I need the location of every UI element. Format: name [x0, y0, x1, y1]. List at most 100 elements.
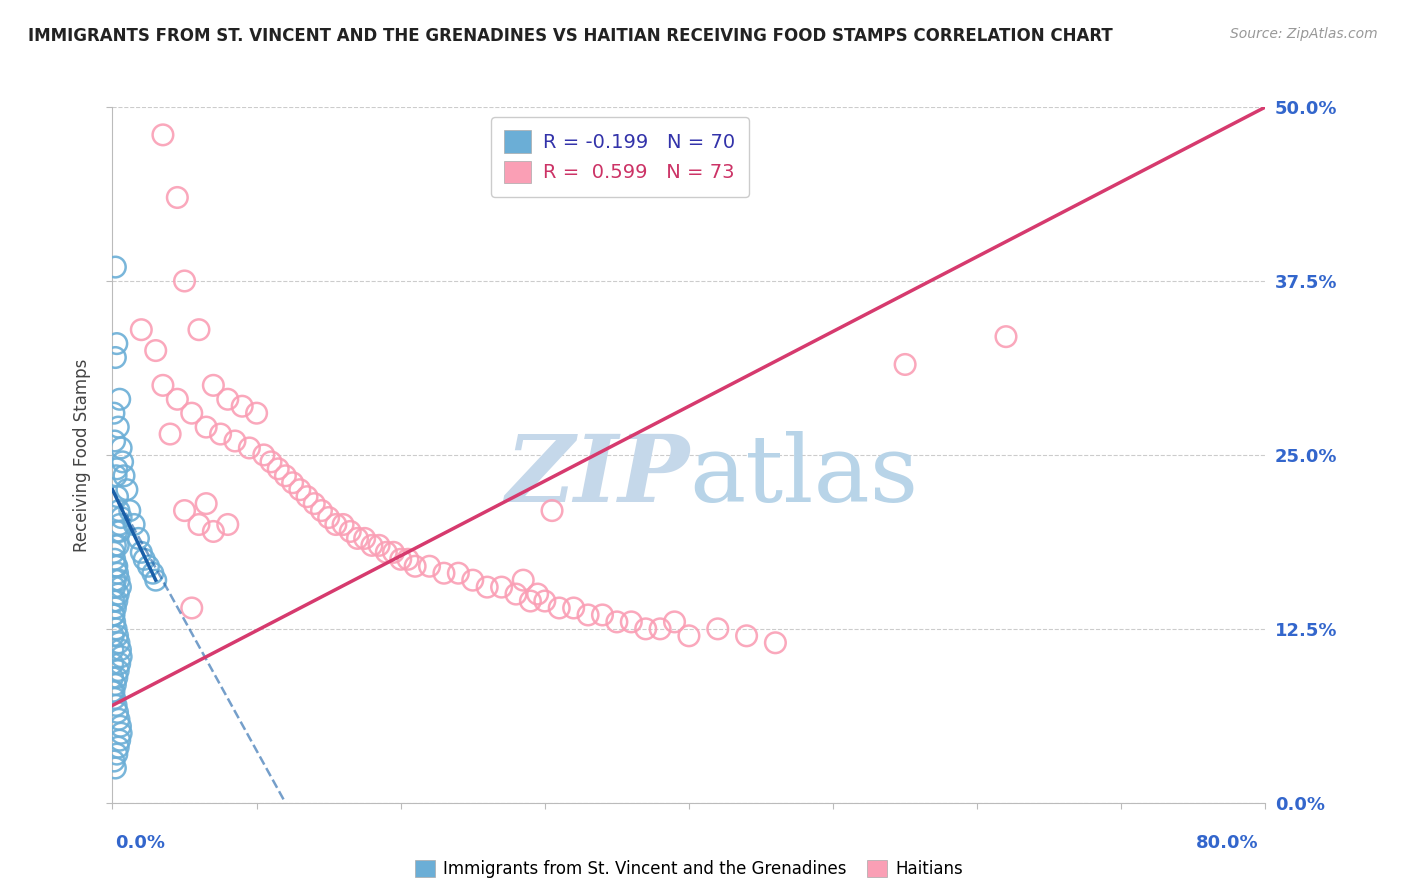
- Point: [526, 587, 548, 601]
- Point: [101, 642, 124, 657]
- Point: [360, 538, 382, 552]
- Point: [281, 475, 304, 490]
- Point: [110, 510, 132, 524]
- Point: [104, 573, 127, 587]
- Point: [104, 260, 127, 274]
- Text: 0.0%: 0.0%: [115, 834, 166, 852]
- Point: [231, 399, 253, 413]
- Point: [346, 532, 368, 546]
- Point: [576, 607, 599, 622]
- Point: [894, 358, 917, 372]
- Point: [112, 468, 135, 483]
- Point: [129, 323, 153, 337]
- Point: [152, 128, 174, 142]
- Point: [188, 517, 211, 532]
- Point: [104, 538, 127, 552]
- Point: [332, 517, 354, 532]
- Point: [104, 351, 127, 365]
- Point: [311, 503, 333, 517]
- Point: [419, 559, 441, 574]
- Point: [110, 441, 132, 455]
- Point: [103, 754, 125, 768]
- Point: [108, 657, 131, 671]
- Point: [103, 594, 125, 608]
- Point: [433, 566, 456, 581]
- Point: [382, 545, 405, 559]
- Point: [447, 566, 470, 581]
- Point: [145, 343, 167, 358]
- Point: [103, 607, 125, 622]
- Point: [134, 552, 156, 566]
- Point: [288, 483, 311, 497]
- Point: [103, 607, 125, 622]
- Point: [202, 378, 225, 392]
- Point: [107, 587, 129, 601]
- Point: [173, 503, 195, 517]
- Point: [107, 420, 129, 434]
- Point: [103, 629, 125, 643]
- Point: [505, 587, 527, 601]
- Point: [103, 545, 125, 559]
- Point: [105, 698, 128, 713]
- Point: [104, 552, 127, 566]
- Point: [108, 517, 131, 532]
- Point: [475, 580, 498, 594]
- Point: [180, 406, 202, 420]
- Point: [318, 510, 340, 524]
- Point: [101, 671, 124, 685]
- Point: [678, 629, 700, 643]
- Point: [620, 615, 643, 629]
- Point: [110, 580, 132, 594]
- Point: [173, 274, 195, 288]
- Point: [735, 629, 758, 643]
- Point: [104, 677, 127, 691]
- Point: [108, 573, 131, 587]
- Point: [104, 615, 127, 629]
- Point: [591, 607, 613, 622]
- Point: [104, 761, 127, 775]
- Point: [274, 468, 297, 483]
- Point: [108, 503, 131, 517]
- Point: [188, 323, 211, 337]
- Point: [461, 573, 484, 587]
- Point: [108, 392, 131, 407]
- Point: [295, 490, 318, 504]
- Point: [129, 545, 153, 559]
- Point: [105, 559, 128, 574]
- Point: [105, 336, 128, 351]
- Point: [107, 490, 129, 504]
- Point: [108, 733, 131, 747]
- Point: [634, 622, 657, 636]
- Point: [325, 517, 347, 532]
- Text: atlas: atlas: [689, 431, 918, 521]
- Point: [108, 524, 131, 539]
- Point: [245, 406, 267, 420]
- Point: [105, 671, 128, 685]
- Point: [209, 427, 232, 442]
- Point: [533, 594, 555, 608]
- Point: [107, 629, 129, 643]
- Point: [304, 497, 326, 511]
- Point: [267, 462, 290, 476]
- Point: [105, 468, 128, 483]
- Point: [103, 684, 125, 698]
- Point: [648, 622, 672, 636]
- Point: [107, 566, 129, 581]
- Point: [238, 441, 260, 455]
- Point: [195, 497, 218, 511]
- Text: IMMIGRANTS FROM ST. VINCENT AND THE GRENADINES VS HAITIAN RECEIVING FOOD STAMPS : IMMIGRANTS FROM ST. VINCENT AND THE GREN…: [28, 27, 1114, 45]
- Point: [519, 594, 541, 608]
- Point: [664, 615, 686, 629]
- Point: [122, 517, 145, 532]
- Legend: Immigrants from St. Vincent and the Grenadines, Haitians: Immigrants from St. Vincent and the Gren…: [408, 854, 970, 885]
- Point: [166, 190, 188, 204]
- Point: [115, 483, 138, 497]
- Point: [224, 434, 246, 448]
- Point: [375, 545, 398, 559]
- Point: [105, 559, 128, 574]
- Point: [107, 706, 129, 720]
- Point: [107, 538, 129, 552]
- Point: [108, 636, 131, 650]
- Point: [339, 524, 361, 539]
- Point: [104, 691, 127, 706]
